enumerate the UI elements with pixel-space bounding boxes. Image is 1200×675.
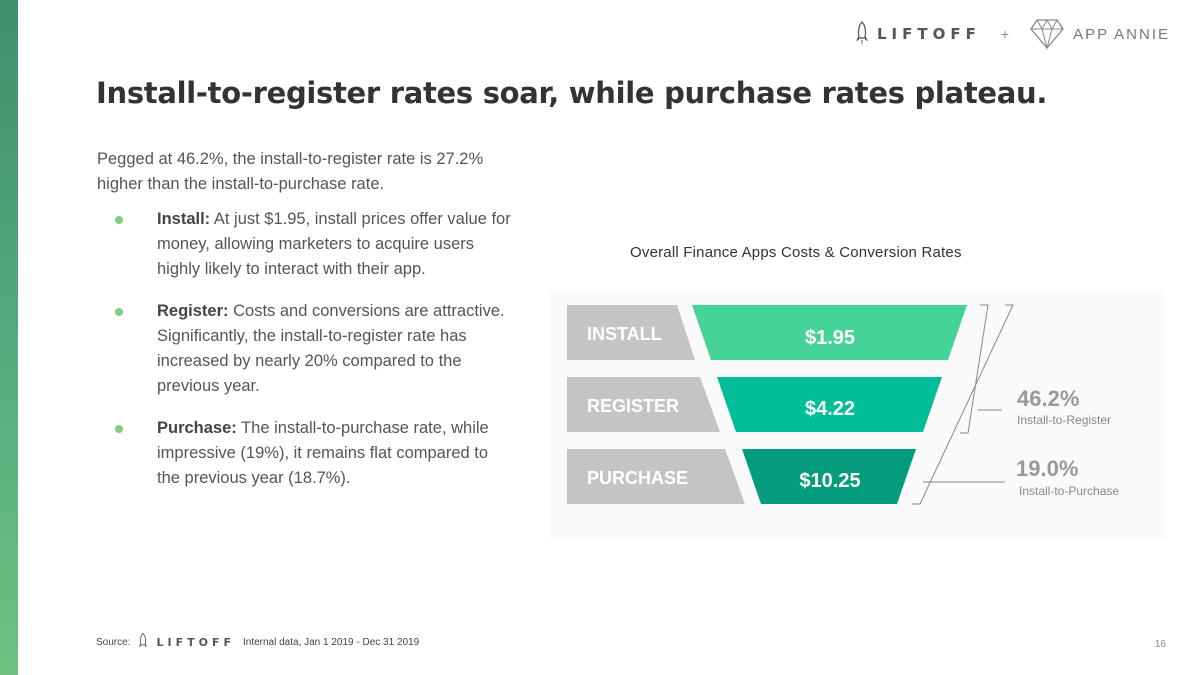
bullet-label: Purchase: xyxy=(157,419,237,437)
bullet-label: Register: xyxy=(157,302,229,320)
value-label-purchase: $10.25 xyxy=(799,470,860,492)
diamond-icon xyxy=(1030,18,1064,50)
page-number: 16 xyxy=(1154,639,1166,650)
funnel-band-register xyxy=(717,377,942,432)
bullet-text: The install-to-purchase rate, while impr… xyxy=(157,419,489,487)
source-footer: Source: LIFTOFF Internal data, Jan 1 201… xyxy=(96,632,419,652)
rocket-icon xyxy=(856,21,868,46)
rate-value-purchase: 19.0% xyxy=(1016,456,1078,481)
rocket-icon xyxy=(139,632,148,647)
stage-label-shape-register xyxy=(567,377,720,432)
rate-label-purchase: Install-to-Purchase xyxy=(1019,484,1119,498)
brand-header: LIFTOFF + APP ANNIE xyxy=(855,18,1170,50)
rate-value-register: 46.2% xyxy=(1017,386,1079,411)
value-label-register: $4.22 xyxy=(805,398,855,420)
bullet-text: At just $1.95, install prices offer valu… xyxy=(157,210,511,278)
page-title: Install-to-register rates soar, while pu… xyxy=(96,76,1048,110)
funnel-band-purchase xyxy=(742,449,916,504)
brand-plus: + xyxy=(1000,26,1010,42)
stage-label-purchase: PURCHASE xyxy=(587,468,688,488)
stage-label-shape-purchase xyxy=(567,449,745,504)
bullet-dot-icon xyxy=(115,308,123,316)
bullet-purchase: Purchase: The install-to-purchase rate, … xyxy=(112,416,512,491)
rate-label-register: Install-to-Register xyxy=(1017,413,1111,427)
bullet-dot-icon xyxy=(115,425,123,433)
app-annie-wordmark: APP ANNIE xyxy=(1073,25,1170,43)
side-accent-bar xyxy=(0,0,18,675)
value-label-install: $1.95 xyxy=(805,327,855,349)
bracket-install-purchase xyxy=(912,304,1014,505)
bullet-list: Install: At just $1.95, install prices o… xyxy=(112,207,512,508)
stage-label-shape-install xyxy=(567,305,695,360)
liftoff-logo: LIFTOFF xyxy=(855,21,981,47)
bullet-register: Register: Costs and conversions are attr… xyxy=(112,299,512,399)
bullet-label: Install: xyxy=(157,210,211,228)
source-liftoff-wordmark: LIFTOFF xyxy=(156,635,235,649)
funnel-chart: INSTALL REGISTER PURCHASE $1.95 $4.22 $1… xyxy=(550,290,1165,540)
source-text: Internal data, Jan 1 2019 - Dec 31 2019 xyxy=(242,636,420,648)
app-annie-logo: APP ANNIE xyxy=(1029,18,1170,50)
bullet-install: Install: At just $1.95, install prices o… xyxy=(112,207,512,282)
liftoff-wordmark: LIFTOFF xyxy=(877,25,981,43)
bracket-install-register xyxy=(960,304,989,434)
intro-text: Pegged at 46.2%, the install-to-register… xyxy=(97,150,484,193)
bullet-text: Costs and conversions are attractive. Si… xyxy=(157,302,505,395)
funnel-band-install xyxy=(692,305,967,360)
chart-title: Overall Finance Apps Costs & Conversion … xyxy=(630,244,962,261)
stage-label-install: INSTALL xyxy=(587,324,662,344)
stage-label-register: REGISTER xyxy=(587,396,679,416)
source-label: Source: xyxy=(96,636,131,648)
bullet-dot-icon xyxy=(115,216,123,224)
